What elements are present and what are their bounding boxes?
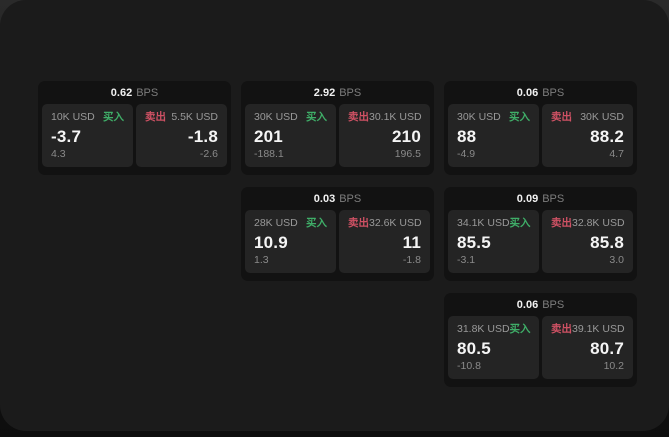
bps-unit-label: BPS	[542, 298, 565, 311]
buy-change: -188.1	[254, 148, 284, 160]
sell-change: 4.7	[609, 148, 624, 160]
buy-change: 1.3	[254, 254, 269, 266]
buy-side-label: 买入	[306, 111, 327, 123]
quote-card: 0.06 BPS 30K USD 买入 88 -4.9 卖出 30K USD 8…	[444, 81, 637, 175]
bps-unit-label: BPS	[542, 192, 565, 205]
quote-card: 0.06 BPS 31.8K USD 买入 80.5 -10.8 卖出 39.1…	[444, 293, 637, 387]
quote-card: 0.09 BPS 34.1K USD 买入 85.5 -3.1 卖出 32.8K…	[444, 187, 637, 281]
sell-side-label: 卖出	[145, 111, 166, 123]
buy-quote-tile[interactable]: 34.1K USD 买入 85.5 -3.1	[448, 210, 539, 273]
sell-size: 30K USD	[580, 111, 624, 123]
bps-unit-label: BPS	[339, 192, 362, 205]
sell-quote-tile[interactable]: 卖出 30K USD 88.2 4.7	[542, 104, 633, 167]
sell-quote-tile[interactable]: 卖出 30.1K USD 210 196.5	[339, 104, 430, 167]
buy-size: 30K USD	[457, 111, 501, 123]
sell-quote-tile[interactable]: 卖出 39.1K USD 80.7 10.2	[542, 316, 633, 379]
buy-price: 201	[254, 127, 283, 146]
buy-price: 80.5	[457, 339, 491, 358]
buy-size: 31.8K USD	[457, 323, 510, 335]
buy-side-label: 买入	[103, 111, 124, 123]
quote-panes: 30K USD 买入 88 -4.9 卖出 30K USD 88.2 4.7	[444, 104, 637, 171]
quote-panes: 34.1K USD 买入 85.5 -3.1 卖出 32.8K USD 85.8…	[444, 210, 637, 277]
quote-panes: 30K USD 买入 201 -188.1 卖出 30.1K USD 210 1…	[241, 104, 434, 171]
bps-unit-label: BPS	[542, 86, 565, 99]
sell-size: 32.6K USD	[369, 217, 422, 229]
buy-size: 34.1K USD	[457, 217, 510, 229]
quote-card: 0.62 BPS 10K USD 买入 -3.7 4.3 卖出 5.5K USD…	[38, 81, 231, 175]
quote-panes: 28K USD 买入 10.9 1.3 卖出 32.6K USD 11 -1.8	[241, 210, 434, 277]
sell-size: 30.1K USD	[369, 111, 422, 123]
buy-quote-tile[interactable]: 28K USD 买入 10.9 1.3	[245, 210, 336, 273]
bps-value: 0.03	[313, 192, 336, 205]
sell-side-label: 卖出	[348, 111, 369, 123]
bps-value: 0.09	[516, 192, 539, 205]
buy-side-label: 买入	[306, 217, 327, 229]
buy-quote-tile[interactable]: 31.8K USD 买入 80.5 -10.8	[448, 316, 539, 379]
sell-quote-tile[interactable]: 卖出 5.5K USD -1.8 -2.6	[136, 104, 227, 167]
sell-price: -1.8	[187, 127, 218, 146]
card-header: 0.03 BPS	[241, 187, 434, 210]
buy-size: 10K USD	[51, 111, 95, 123]
sell-price: 85.8	[590, 233, 624, 252]
buy-change: 4.3	[51, 148, 66, 160]
buy-side-label: 买入	[509, 323, 531, 335]
quote-panes: 31.8K USD 买入 80.5 -10.8 卖出 39.1K USD 80.…	[444, 316, 637, 383]
buy-quote-tile[interactable]: 10K USD 买入 -3.7 4.3	[42, 104, 133, 167]
buy-change: -3.1	[457, 254, 476, 266]
buy-price: 10.9	[254, 233, 288, 252]
card-header: 0.09 BPS	[444, 187, 637, 210]
sell-change: 196.5	[394, 148, 421, 160]
bps-value: 0.06	[516, 298, 539, 311]
sell-side-label: 卖出	[551, 323, 572, 335]
sell-price: 88.2	[590, 127, 624, 146]
sell-quote-tile[interactable]: 卖出 32.8K USD 85.8 3.0	[542, 210, 633, 273]
sell-size: 32.8K USD	[572, 217, 625, 229]
sell-price: 80.7	[590, 339, 624, 358]
sell-side-label: 卖出	[551, 111, 572, 123]
sell-change: 3.0	[609, 254, 624, 266]
sell-price: 210	[392, 127, 421, 146]
buy-size: 28K USD	[254, 217, 298, 229]
buy-quote-tile[interactable]: 30K USD 买入 88 -4.9	[448, 104, 539, 167]
sell-change: -1.8	[402, 254, 421, 266]
bps-value: 2.92	[313, 86, 336, 99]
card-header: 0.06 BPS	[444, 81, 637, 104]
card-header: 2.92 BPS	[241, 81, 434, 104]
buy-price: 85.5	[457, 233, 491, 252]
sell-change: -2.6	[199, 148, 218, 160]
buy-size: 30K USD	[254, 111, 298, 123]
quote-card: 2.92 BPS 30K USD 买入 201 -188.1 卖出 30.1K …	[241, 81, 434, 175]
sell-price: 11	[402, 233, 421, 252]
buy-change: -4.9	[457, 148, 476, 160]
buy-side-label: 买入	[509, 217, 531, 229]
bps-unit-label: BPS	[339, 86, 362, 99]
bps-value: 0.62	[110, 86, 133, 99]
sell-change: 10.2	[603, 360, 624, 372]
sell-side-label: 卖出	[348, 217, 369, 229]
bps-unit-label: BPS	[136, 86, 159, 99]
buy-price: -3.7	[51, 127, 82, 146]
card-header: 0.06 BPS	[444, 293, 637, 316]
bps-value: 0.06	[516, 86, 539, 99]
sell-quote-tile[interactable]: 卖出 32.6K USD 11 -1.8	[339, 210, 430, 273]
buy-side-label: 买入	[509, 111, 530, 123]
sell-size: 39.1K USD	[572, 323, 625, 335]
buy-quote-tile[interactable]: 30K USD 买入 201 -188.1	[245, 104, 336, 167]
card-header: 0.62 BPS	[38, 81, 231, 104]
quote-card: 0.03 BPS 28K USD 买入 10.9 1.3 卖出 32.6K US…	[241, 187, 434, 281]
sell-size: 5.5K USD	[171, 111, 218, 123]
buy-change: -10.8	[457, 360, 481, 372]
quote-panes: 10K USD 买入 -3.7 4.3 卖出 5.5K USD -1.8 -2.…	[38, 104, 231, 171]
sell-side-label: 卖出	[551, 217, 572, 229]
buy-price: 88	[457, 127, 477, 146]
